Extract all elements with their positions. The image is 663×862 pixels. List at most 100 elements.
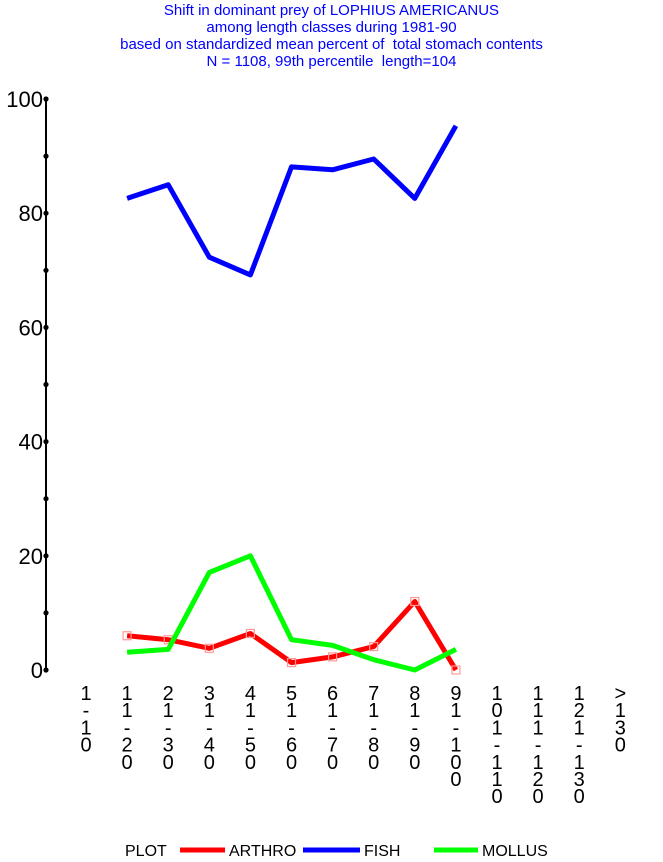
- x-tick-label-char: 6: [327, 683, 338, 705]
- x-tick-label-char: 1: [491, 769, 502, 791]
- x-tick-label: 61-70: [327, 683, 338, 774]
- x-tick-label-char: 7: [327, 735, 338, 757]
- y-tick-mark: [43, 496, 49, 502]
- x-tick-label-char: 1: [533, 717, 544, 739]
- y-tick-label: 0: [31, 658, 43, 683]
- x-tick-label-char: 0: [245, 752, 256, 774]
- x-tick-label-char: 4: [245, 683, 256, 705]
- legend-prefix: PLOT: [125, 843, 167, 860]
- x-tick-label-char: 9: [409, 735, 420, 757]
- x-tick-label: 101-110: [491, 683, 502, 808]
- x-tick-label-char: 0: [327, 752, 338, 774]
- y-tick-label: 100: [6, 87, 43, 112]
- x-tick-label-char: 1: [409, 700, 420, 722]
- x-tick-label: 91-100: [450, 683, 461, 791]
- x-tick-label: 51-60: [286, 683, 297, 774]
- x-tick-label-char: 4: [204, 735, 215, 757]
- y-tick-mark: [43, 267, 49, 273]
- x-tick-label-char: 1: [204, 700, 215, 722]
- x-tick-label-char: 2: [163, 683, 174, 705]
- x-tick-label-char: 3: [204, 683, 215, 705]
- x-tick-label-char: 0: [204, 752, 215, 774]
- x-tick-label: 121-130: [574, 683, 585, 808]
- y-tick-mark: [43, 667, 49, 673]
- x-tick-label-char: 2: [122, 735, 133, 757]
- x-tick-label: 31-40: [204, 683, 215, 774]
- x-tick-label-char: 3: [574, 769, 585, 791]
- data-point-arthro: [410, 596, 420, 607]
- y-tick-mark: [43, 324, 49, 330]
- y-tick-mark: [43, 381, 49, 388]
- series-line-mollus: [126, 553, 458, 673]
- x-tick-label: 21-30: [163, 683, 174, 774]
- x-tick-label-char: 0: [409, 752, 420, 774]
- x-tick-label: 1-10: [80, 683, 91, 757]
- legend-label-fish: FISH: [364, 843, 400, 860]
- y-tick-mark: [43, 439, 49, 445]
- x-tick-label-char: 8: [409, 683, 420, 705]
- x-tick-label-char: 1: [533, 700, 544, 722]
- x-tick-label-char: -: [206, 717, 213, 739]
- y-tick-label: 20: [19, 544, 43, 569]
- data-point-arthro: [451, 665, 461, 675]
- data-point-arthro: [204, 643, 214, 653]
- x-tick-label-char: 1: [450, 700, 461, 722]
- series-line-fish: [126, 124, 459, 278]
- x-tick-label-char: -: [370, 717, 377, 739]
- chart-title: Shift in dominant prey of LOPHIUS AMERIC…: [0, 2, 663, 70]
- x-tick-label: 81-90: [409, 683, 420, 774]
- data-point-arthro: [328, 652, 338, 662]
- title-line-3: based on standardized mean percent of to…: [120, 36, 543, 53]
- x-tick-label-char: 0: [163, 752, 174, 774]
- axes: 0204060801001-1011-2021-3031-4041-5051-6…: [6, 87, 626, 808]
- x-tick-label-char: 1: [245, 700, 256, 722]
- x-tick-label-char: -: [453, 717, 460, 739]
- x-tick-label-char: 8: [368, 735, 379, 757]
- title-line-1: Shift in dominant prey of LOPHIUS AMERIC…: [163, 2, 500, 19]
- x-tick-label-char: 2: [533, 769, 544, 791]
- x-tick-label-char: 1: [533, 683, 544, 705]
- x-tick-label-char: 1: [533, 752, 544, 774]
- series-line-arthro: [126, 599, 459, 672]
- x-tick-label-char: -: [494, 735, 501, 757]
- x-tick-label-char: -: [535, 735, 542, 757]
- x-tick-label-char: 1: [286, 700, 297, 722]
- x-tick-label-char: -: [288, 717, 295, 739]
- x-tick-label: 71-80: [368, 683, 379, 774]
- x-tick-label-char: -: [329, 717, 336, 739]
- x-tick-label-char: 1: [491, 717, 502, 739]
- x-tick-label: >130: [614, 683, 626, 757]
- y-tick-mark: [43, 553, 49, 559]
- x-tick-label-char: 0: [80, 735, 91, 757]
- x-tick-label-char: 7: [368, 683, 379, 705]
- legend-label-mollus: MOLLUS: [482, 843, 548, 860]
- x-tick-label-char: -: [247, 717, 254, 739]
- x-tick-label-char: 1: [163, 700, 174, 722]
- x-tick-label-char: 0: [122, 752, 133, 774]
- x-tick-label-char: 1: [574, 752, 585, 774]
- series-layer: [122, 124, 461, 675]
- y-tick-label: 40: [19, 430, 43, 455]
- x-tick-label-char: 0: [450, 769, 461, 791]
- x-tick-label-char: 0: [286, 752, 297, 774]
- x-tick-label-char: 1: [615, 700, 626, 722]
- data-point-arthro: [286, 657, 297, 668]
- x-tick-label-char: 2: [574, 700, 585, 722]
- x-tick-label-char: 0: [491, 786, 502, 808]
- x-tick-label-char: 1: [327, 700, 338, 722]
- legend-label-arthro: ARTHRO: [229, 843, 296, 860]
- x-tick-label-char: 0: [368, 752, 379, 774]
- x-tick-label: 11-20: [122, 683, 133, 774]
- x-tick-label: 111-120: [533, 683, 544, 808]
- title-line-4: N = 1108, 99th percentile length=104: [206, 53, 457, 70]
- x-tick-label-char: 1: [574, 683, 585, 705]
- y-tick-mark: [43, 610, 49, 616]
- x-tick-label-char: 1: [80, 717, 91, 739]
- data-point-arthro: [369, 641, 379, 652]
- x-tick-label-char: -: [411, 717, 418, 739]
- data-point-arthro: [245, 628, 255, 639]
- title-line-2: among length classes during 1981-90: [206, 19, 457, 36]
- x-tick-label-char: 1: [450, 735, 461, 757]
- x-tick-label-char: >: [614, 683, 626, 705]
